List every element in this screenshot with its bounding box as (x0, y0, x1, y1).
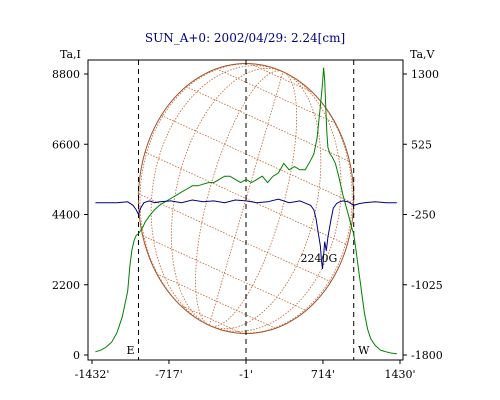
east-limb-label: E (126, 344, 134, 357)
left-y-tick-label: 6600 (52, 138, 80, 151)
x-tick-label: -1432' (75, 368, 110, 381)
solar-parallel (179, 304, 243, 334)
solar-parallel (185, 86, 350, 162)
right-y-tick-label: 1300 (411, 68, 439, 81)
left-axis-label: Ta,I (60, 48, 81, 61)
x-tick-label: -1' (239, 368, 253, 381)
x-tick-label: 714' (311, 368, 335, 381)
solar-meridian (139, 63, 284, 326)
solar-parallel (138, 193, 331, 283)
intensity-curve-I (95, 67, 397, 355)
solar-meridian (209, 71, 353, 334)
right-y-tick-label: 525 (411, 138, 432, 151)
solar-parallel (216, 68, 336, 124)
x-tick-label: 1430' (384, 368, 415, 381)
solar-parallel (161, 114, 354, 204)
polarization-curve-V (95, 198, 397, 269)
field-annotation: 2240G (301, 252, 338, 265)
left-y-tick-label: 4400 (52, 209, 80, 222)
west-limb-label: W (358, 344, 370, 357)
solar-meridian (170, 67, 284, 326)
left-y-tick-label: 0 (73, 349, 80, 362)
solar-meridian (150, 65, 284, 326)
right-y-tick-label: -1800 (411, 349, 443, 362)
left-y-tick-label: 8800 (52, 68, 80, 81)
x-tick-label: -717' (155, 368, 183, 381)
solar-meridian (209, 71, 322, 330)
right-axis-label: Ta,V (410, 48, 436, 61)
right-y-tick-label: -250 (411, 209, 436, 222)
chart-title: SUN_A+0: 2002/04/29: 2.24[cm] (145, 31, 345, 45)
right-y-tick-label: -1025 (411, 279, 443, 292)
solar-meridian (195, 70, 284, 326)
left-y-tick-label: 2200 (52, 279, 80, 292)
solar-meridian (209, 71, 297, 327)
solar-parallel (142, 235, 307, 311)
solar-parallel (249, 63, 313, 93)
